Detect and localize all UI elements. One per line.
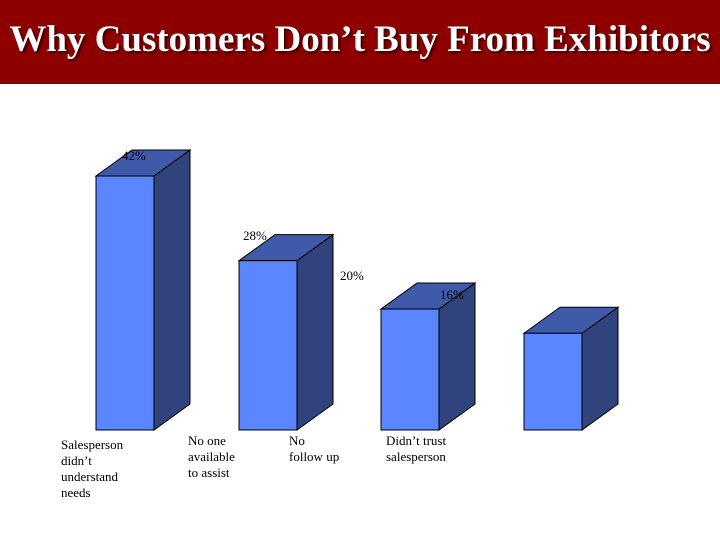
value-label-1: 28% [243, 228, 267, 243]
category-label-line: No one [188, 433, 226, 448]
category-label-line: needs [61, 485, 91, 500]
value-label-3: 16% [440, 287, 464, 302]
category-label-line: didn’t [61, 453, 92, 468]
category-label-line: salesperson [386, 449, 446, 464]
bar-3 [523, 332, 583, 431]
category-label-line: Didn’t trust [386, 433, 446, 448]
title-bar: Why Customers Don’t Buy From Exhibitors [0, 0, 720, 84]
value-label-0: 42% [122, 148, 146, 163]
bar-0 [95, 175, 155, 431]
category-label-line: understand [61, 469, 119, 484]
bar-side-0 [153, 149, 191, 431]
bar-2 [380, 308, 440, 431]
category-label-line: available [188, 449, 235, 464]
category-label-0: Salesperson didn’t understand needs [61, 437, 124, 500]
category-label-line: follow up [289, 449, 339, 464]
category-label-line: to assist [188, 465, 230, 480]
bar-chart: 42% 28% 20% 16% Salesperson didn’t understand n… [61, 148, 620, 500]
category-label-line: No [289, 433, 305, 448]
bar-side-1 [296, 233, 334, 431]
category-label-line: Salesperson [61, 437, 124, 452]
category-label-1: No one available to assist [188, 433, 235, 480]
category-label-2: No follow up [289, 433, 339, 464]
category-label-3: Didn’t trust salesperson [386, 433, 446, 464]
value-label-2: 20% [340, 268, 364, 283]
bar-1 [238, 260, 298, 431]
slide-title: Why Customers Don’t Buy From Exhibitors [9, 19, 711, 60]
